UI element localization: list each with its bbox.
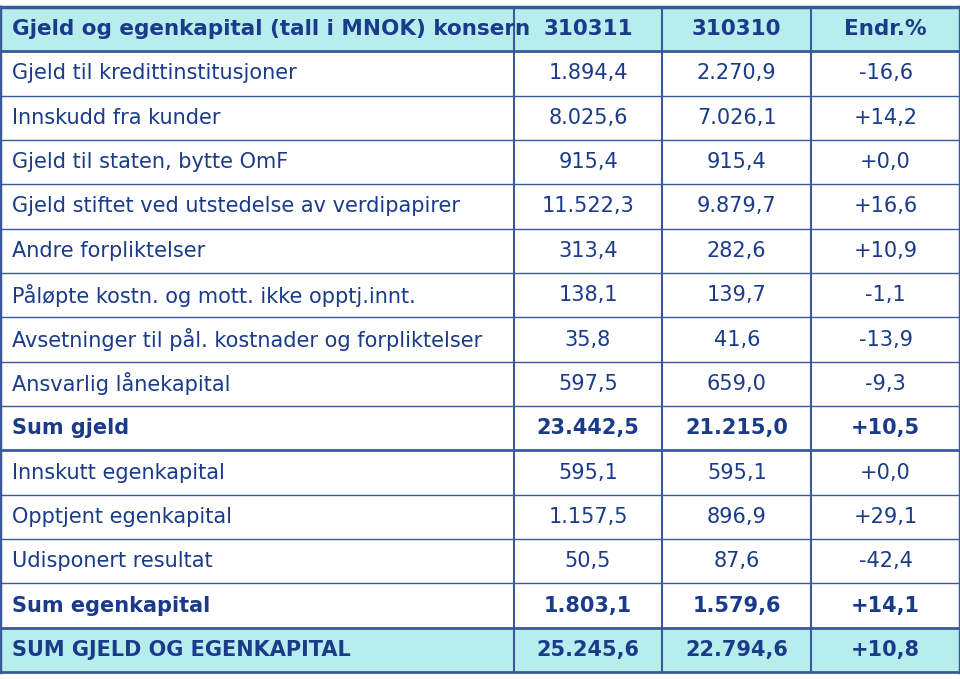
Text: Gjeld stiftet ved utstedelse av verdipapirer: Gjeld stiftet ved utstedelse av verdipap… xyxy=(12,196,460,217)
Text: -16,6: -16,6 xyxy=(858,63,913,84)
Text: Udisponert resultat: Udisponert resultat xyxy=(12,551,212,571)
Text: Andre forpliktelser: Andre forpliktelser xyxy=(12,241,204,261)
Text: 1.579,6: 1.579,6 xyxy=(692,595,781,616)
Text: 896,9: 896,9 xyxy=(707,507,767,527)
Text: -1,1: -1,1 xyxy=(865,285,906,305)
Text: 915,4: 915,4 xyxy=(558,152,618,172)
Bar xyxy=(0,406,960,450)
Text: +0,0: +0,0 xyxy=(860,152,911,172)
Bar xyxy=(0,450,960,495)
Text: Ansvarlig lånekapital: Ansvarlig lånekapital xyxy=(12,372,230,395)
Text: 659,0: 659,0 xyxy=(707,374,767,394)
Text: 87,6: 87,6 xyxy=(713,551,760,571)
Bar xyxy=(0,140,960,184)
Text: SUM GJELD OG EGENKAPITAL: SUM GJELD OG EGENKAPITAL xyxy=(12,640,350,660)
Text: +14,2: +14,2 xyxy=(853,108,918,128)
Text: Gjeld til staten, bytte OmF: Gjeld til staten, bytte OmF xyxy=(12,152,288,172)
Text: 9.879,7: 9.879,7 xyxy=(697,196,777,217)
Text: 139,7: 139,7 xyxy=(707,285,767,305)
Text: 310311: 310311 xyxy=(543,19,633,39)
Text: 35,8: 35,8 xyxy=(564,329,612,350)
Text: +16,6: +16,6 xyxy=(853,196,918,217)
Text: +10,5: +10,5 xyxy=(851,418,921,438)
Text: Innskutt egenkapital: Innskutt egenkapital xyxy=(12,462,225,483)
Bar xyxy=(0,273,960,317)
Text: Avsetninger til pål. kostnader og forpliktelser: Avsetninger til pål. kostnader og forpli… xyxy=(12,328,482,351)
Text: 138,1: 138,1 xyxy=(559,285,617,305)
Text: 595,1: 595,1 xyxy=(558,462,618,483)
Bar xyxy=(0,628,960,672)
Text: +10,8: +10,8 xyxy=(852,640,920,660)
Text: 282,6: 282,6 xyxy=(707,241,767,261)
Text: 25.245,6: 25.245,6 xyxy=(537,640,639,660)
Bar xyxy=(0,7,960,51)
Text: 21.215,0: 21.215,0 xyxy=(685,418,788,438)
Text: 310310: 310310 xyxy=(692,19,781,39)
Text: Gjeld og egenkapital (tall i MNOK) konsern: Gjeld og egenkapital (tall i MNOK) konse… xyxy=(12,19,530,39)
Text: 8.025,6: 8.025,6 xyxy=(548,108,628,128)
Bar xyxy=(0,495,960,539)
Bar xyxy=(0,583,960,628)
Bar xyxy=(0,362,960,406)
Text: -42,4: -42,4 xyxy=(858,551,913,571)
Text: Sum egenkapital: Sum egenkapital xyxy=(12,595,210,616)
Bar xyxy=(0,51,960,96)
Bar xyxy=(0,317,960,362)
Text: 1.894,4: 1.894,4 xyxy=(548,63,628,84)
Bar xyxy=(0,184,960,229)
Text: +14,1: +14,1 xyxy=(852,595,920,616)
Text: 2.270,9: 2.270,9 xyxy=(697,63,777,84)
Text: 50,5: 50,5 xyxy=(564,551,612,571)
Text: Innskudd fra kunder: Innskudd fra kunder xyxy=(12,108,220,128)
Text: +10,9: +10,9 xyxy=(853,241,918,261)
Bar xyxy=(0,229,960,273)
Text: 1.157,5: 1.157,5 xyxy=(548,507,628,527)
Text: 11.522,3: 11.522,3 xyxy=(541,196,635,217)
Text: 597,5: 597,5 xyxy=(558,374,618,394)
Text: 23.442,5: 23.442,5 xyxy=(537,418,639,438)
Text: Påløpte kostn. og mott. ikke opptj.innt.: Påløpte kostn. og mott. ikke opptj.innt. xyxy=(12,284,416,307)
Text: Sum gjeld: Sum gjeld xyxy=(12,418,129,438)
Text: +29,1: +29,1 xyxy=(853,507,918,527)
Text: 1.803,1: 1.803,1 xyxy=(544,595,632,616)
Text: Opptjent egenkapital: Opptjent egenkapital xyxy=(12,507,231,527)
Text: 41,6: 41,6 xyxy=(713,329,760,350)
Bar xyxy=(0,539,960,583)
Text: -13,9: -13,9 xyxy=(858,329,913,350)
Text: 595,1: 595,1 xyxy=(707,462,767,483)
Bar xyxy=(0,96,960,140)
Text: -9,3: -9,3 xyxy=(865,374,906,394)
Text: 915,4: 915,4 xyxy=(707,152,767,172)
Text: 22.794,6: 22.794,6 xyxy=(685,640,788,660)
Text: +0,0: +0,0 xyxy=(860,462,911,483)
Text: Gjeld til kredittinstitusjoner: Gjeld til kredittinstitusjoner xyxy=(12,63,297,84)
Text: 313,4: 313,4 xyxy=(558,241,618,261)
Text: Endr.%: Endr.% xyxy=(845,19,926,39)
Text: 7.026,1: 7.026,1 xyxy=(697,108,777,128)
